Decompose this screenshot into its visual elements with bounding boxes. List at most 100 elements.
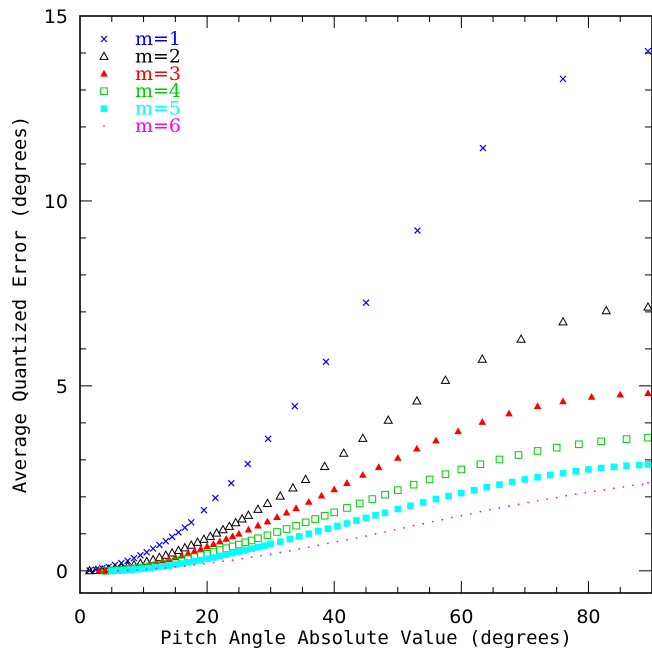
data-point (209, 540, 218, 547)
data-point (192, 537, 203, 546)
data-point (200, 506, 208, 514)
data-point (533, 447, 542, 455)
data-point (216, 537, 224, 545)
data-point (432, 436, 440, 444)
data-point (374, 532, 377, 535)
data-point (276, 538, 284, 545)
data-point (411, 395, 422, 405)
data-point (210, 554, 217, 561)
data-point (601, 305, 612, 315)
data-point (445, 492, 452, 500)
data-point (228, 532, 237, 540)
data-point (228, 542, 237, 551)
data-point (533, 402, 542, 410)
data-point (534, 473, 541, 481)
legend-marker (99, 51, 109, 60)
data-point (393, 486, 402, 494)
data-point (552, 443, 561, 452)
data-point (160, 550, 171, 559)
legend-label: m=2 (135, 45, 181, 67)
data-point (199, 534, 209, 543)
data-point (368, 495, 377, 503)
data-point (623, 462, 630, 470)
data-point (196, 544, 205, 552)
data-point (254, 543, 262, 551)
data-point (441, 470, 450, 479)
legend: m=1m=2m=3m=4m=5m=6 (99, 28, 181, 137)
data-point (186, 540, 197, 549)
data-point (315, 527, 322, 535)
data-point (319, 461, 330, 471)
data-point (394, 505, 402, 513)
data-point (496, 481, 503, 488)
data-point (381, 509, 389, 517)
data-point (431, 520, 434, 523)
data-point (458, 489, 465, 497)
data-point (244, 525, 253, 533)
data-point (247, 536, 256, 545)
data-point (558, 316, 568, 326)
data-point (184, 559, 192, 566)
data-point (432, 495, 440, 503)
data-point (244, 460, 252, 468)
data-point (454, 427, 462, 435)
data-point (644, 433, 652, 442)
data-point (559, 469, 567, 477)
data-point (336, 540, 339, 543)
data-point (143, 548, 151, 556)
y-tick-label: 0 (56, 561, 68, 583)
data-point (254, 521, 262, 529)
data-point (362, 299, 370, 307)
data-point (610, 463, 618, 471)
y-tick-label: 5 (56, 376, 68, 398)
data-point (282, 525, 291, 533)
data-point (227, 479, 235, 487)
data-point (413, 444, 421, 452)
y-tick-label: 15 (44, 6, 68, 28)
data-point (469, 512, 472, 515)
data-point (457, 465, 466, 474)
data-point (301, 518, 310, 527)
data-point (152, 563, 160, 571)
data-point (136, 551, 144, 559)
y-axis-title: Average Quantized Error (degrees) (9, 116, 31, 494)
marks-layer (84, 47, 652, 575)
data-point (547, 471, 554, 479)
data-point (330, 485, 339, 493)
data-point (536, 500, 539, 502)
data-point (597, 464, 605, 472)
data-point (175, 528, 182, 536)
data-point (317, 544, 320, 547)
data-point (324, 525, 332, 532)
data-point (275, 490, 286, 500)
data-point (117, 569, 120, 572)
data-point (282, 508, 291, 516)
data-point (460, 514, 463, 517)
series-6 (117, 481, 649, 572)
data-point (229, 549, 236, 557)
data-point (647, 481, 649, 484)
data-point (616, 390, 625, 398)
data-point (235, 529, 243, 537)
data-point (383, 415, 394, 424)
data-point (584, 491, 587, 494)
data-point (419, 499, 427, 506)
data-point (422, 522, 425, 525)
data-point (479, 510, 482, 513)
data-point (516, 334, 526, 343)
data-point (241, 538, 250, 547)
data-point (517, 503, 520, 506)
legend-label: m=4 (135, 80, 181, 102)
data-point (222, 534, 230, 542)
data-point (317, 491, 326, 499)
data-point (190, 547, 199, 555)
data-point (164, 566, 167, 569)
data-point (334, 522, 341, 530)
data-point (149, 545, 157, 553)
data-point (231, 559, 234, 561)
data-point (241, 546, 249, 554)
data-point (546, 498, 549, 500)
data-point (305, 530, 313, 538)
data-point (353, 517, 360, 524)
data-point (514, 451, 523, 459)
